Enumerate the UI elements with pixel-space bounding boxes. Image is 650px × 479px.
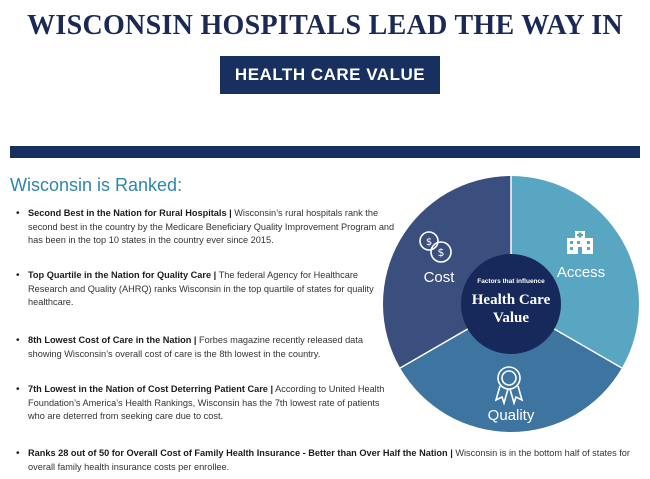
ranking-item: 8th Lowest Cost of Care in the Nation | … <box>14 334 368 361</box>
ranking-text: Forbes magazine recently released data s… <box>28 335 363 359</box>
cost-label: Cost <box>424 269 456 286</box>
section-heading: Wisconsin is Ranked: <box>10 175 183 195</box>
access-label: Access <box>557 264 605 281</box>
ranking-item: Ranks 28 out of 50 for Overall Cost of F… <box>14 447 640 474</box>
ranking-lead: 7th Lowest in the Nation of Cost Deterri… <box>28 384 274 394</box>
ranking-item: Top Quartile in the Nation for Quality C… <box>14 269 388 310</box>
hospital-icon <box>567 231 593 254</box>
ranking-text: According to United Health Foundation’s … <box>28 384 385 421</box>
svg-text:$: $ <box>426 237 432 248</box>
ranking-lead: Top Quartile in the Nation for Quality C… <box>28 270 217 280</box>
award-ribbon-icon <box>494 366 524 406</box>
coins-icon: $ $ <box>419 231 452 263</box>
ranking-lead: Second Best in the Nation for Rural Hosp… <box>28 208 232 218</box>
ranking-text: Wisconsin’s rural hospitals rank the sec… <box>28 208 395 245</box>
svg-text:$: $ <box>438 246 445 259</box>
center-title-line2: Value <box>493 310 529 326</box>
quality-segment <box>400 304 622 432</box>
ranking-text: The federal Agency for Healthcare Resear… <box>28 270 374 307</box>
ranking-lead: Ranks 28 out of 50 for Overall Cost of F… <box>28 448 453 458</box>
ranking-item: Second Best in the Nation for Rural Hosp… <box>14 207 398 248</box>
ranking-item: 7th Lowest in the Nation of Cost Deterri… <box>14 383 390 424</box>
main-title: WISCONSIN HOSPITALS LEAD THE WAY IN <box>27 10 623 41</box>
center-title-line1: Health Care <box>472 292 551 308</box>
center-caption: Factors that influence <box>477 278 545 285</box>
subtitle-banner: HEALTH CARE VALUE <box>220 56 440 94</box>
section-divider <box>10 146 640 158</box>
center-circle <box>461 254 561 354</box>
quality-label: Quality <box>488 407 535 424</box>
ranking-lead: 8th Lowest Cost of Care in the Nation | <box>28 335 197 345</box>
ranking-text: Wisconsin is in the bottom half of state… <box>28 448 630 472</box>
health-care-value-graphic: $ $ Cost Access Quality Factors that inf… <box>383 176 639 432</box>
